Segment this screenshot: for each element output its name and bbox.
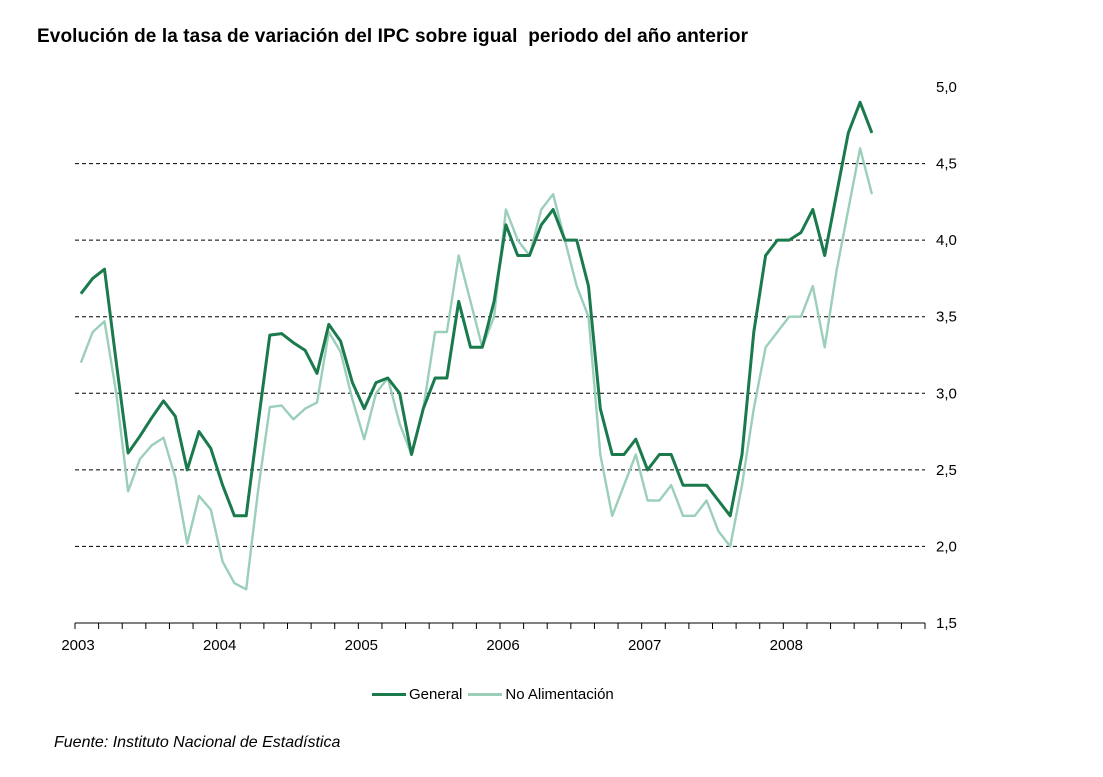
legend-label-no-alimentacion: No Alimentación (505, 686, 614, 703)
y-tick-label: 5,0 (936, 79, 957, 96)
x-axis-labels: 2003 2004 2005 2006 2007 2008 (61, 637, 803, 654)
x-tick-label: 2005 (345, 637, 378, 654)
chart-title: Evolución de la tasa de variación del IP… (37, 26, 749, 47)
x-tick-label: 2007 (628, 637, 661, 654)
y-tick-label: 4,5 (936, 156, 957, 173)
y-tick-label: 4,0 (936, 232, 957, 249)
series-line-general (79, 100, 874, 518)
y-tick-label: 1,5 (936, 615, 957, 632)
legend-item-no-alimentacion: No Alimentación (468, 686, 614, 703)
series-lines (79, 100, 874, 591)
legend: General No Alimentación (372, 686, 620, 703)
y-tick-label: 3,5 (936, 309, 957, 326)
legend-label-general: General (409, 686, 463, 703)
series-line-no-alimentacion (79, 147, 874, 591)
y-tick-label: 2,0 (936, 538, 957, 555)
gridlines (75, 163, 925, 547)
x-tick-label: 2003 (61, 637, 94, 654)
legend-item-general: General (372, 686, 462, 703)
x-axis (74, 622, 926, 629)
y-tick-label: 3,0 (936, 385, 957, 402)
x-tick-label: 2004 (203, 637, 236, 654)
y-axis-labels: 1,5 2,0 2,5 3,0 3,5 4,0 4,5 5,0 (936, 79, 957, 632)
x-tick-label: 2006 (486, 637, 519, 654)
y-tick-label: 2,5 (936, 462, 957, 479)
legend-swatch-no-alimentacion (468, 693, 503, 696)
source-note: Fuente: Instituto Nacional de Estadístic… (54, 734, 341, 751)
legend-swatch-general (372, 693, 406, 696)
x-tick-label: 2008 (770, 637, 803, 654)
